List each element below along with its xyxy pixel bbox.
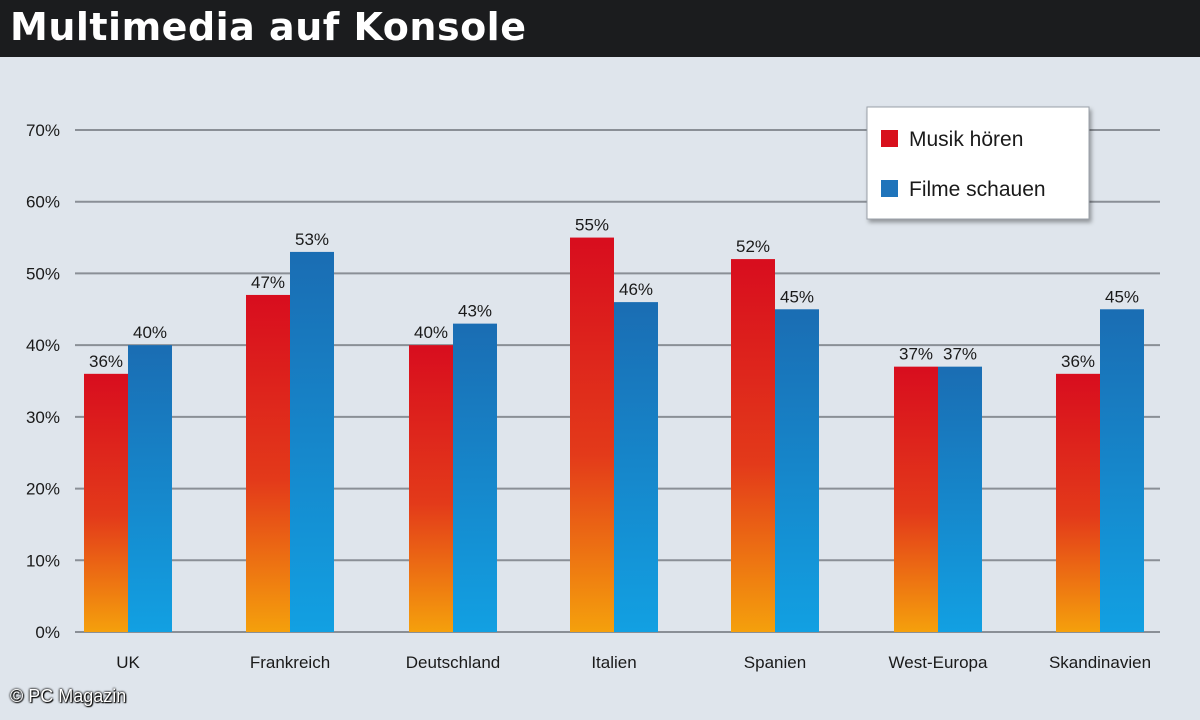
- x-tick-label: Skandinavien: [1049, 653, 1151, 672]
- bar-musik-skandinavien: [1056, 373, 1100, 632]
- data-label-filme-west-europa: 37%: [943, 345, 977, 364]
- data-label-filme-frankreich: 53%: [295, 230, 329, 249]
- legend-label-musik: Musik hören: [909, 128, 1023, 151]
- data-label-filme-uk: 40%: [133, 323, 167, 342]
- data-label-musik-italien: 55%: [575, 216, 609, 235]
- data-label-musik-spanien: 52%: [736, 237, 770, 256]
- bar-filme-uk: [128, 345, 172, 632]
- data-label-musik-deutschland: 40%: [414, 323, 448, 342]
- y-tick-label: 70%: [26, 121, 60, 140]
- legend-swatch-musik: [881, 130, 898, 147]
- x-tick-label: Frankreich: [250, 653, 330, 672]
- data-label-musik-west-europa: 37%: [899, 345, 933, 364]
- bar-filme-frankreich: [290, 251, 334, 632]
- bar-filme-skandinavien: [1100, 309, 1144, 632]
- bar-filme-italien: [614, 302, 658, 632]
- chart-title: Multimedia auf Konsole: [10, 5, 527, 49]
- data-label-filme-spanien: 45%: [780, 287, 814, 306]
- bar-filme-west-europa: [938, 366, 982, 632]
- data-label-musik-frankreich: 47%: [251, 273, 285, 292]
- y-tick-label: 20%: [26, 480, 60, 499]
- y-tick-label: 10%: [26, 551, 60, 570]
- y-tick-label: 60%: [26, 193, 60, 212]
- legend: Musik hören Filme schauen: [866, 106, 1090, 220]
- bar-musik-italien: [570, 237, 614, 633]
- legend-label-filme: Filme schauen: [909, 178, 1046, 201]
- y-tick-label: 0%: [35, 623, 60, 642]
- bar-musik-deutschland: [409, 345, 453, 632]
- y-tick-label: 40%: [26, 336, 60, 355]
- bar-musik-west-europa: [894, 366, 938, 632]
- data-label-filme-deutschland: 43%: [458, 302, 492, 321]
- bar-filme-deutschland: [453, 323, 497, 632]
- legend-box: [866, 106, 1090, 220]
- data-label-filme-italien: 46%: [619, 280, 653, 299]
- x-tick-label: West-Europa: [889, 653, 988, 672]
- data-label-filme-skandinavien: 45%: [1105, 287, 1139, 306]
- x-tick-label: Spanien: [744, 653, 806, 672]
- x-tick-label: Italien: [591, 653, 636, 672]
- bar-musik-spanien: [731, 259, 775, 632]
- title-bar: Multimedia auf Konsole: [0, 0, 1200, 57]
- bar-musik-frankreich: [246, 294, 290, 632]
- copyright-credit: © PC Magazin: [10, 686, 127, 706]
- y-tick-label: 50%: [26, 264, 60, 283]
- bar-filme-spanien: [775, 309, 819, 632]
- bar-musik-uk: [84, 373, 128, 632]
- x-tick-label: UK: [116, 653, 140, 672]
- x-tick-label: Deutschland: [406, 653, 501, 672]
- data-label-musik-skandinavien: 36%: [1061, 352, 1095, 371]
- legend-swatch-filme: [881, 180, 898, 197]
- data-label-musik-uk: 36%: [89, 352, 123, 371]
- y-tick-label: 30%: [26, 408, 60, 427]
